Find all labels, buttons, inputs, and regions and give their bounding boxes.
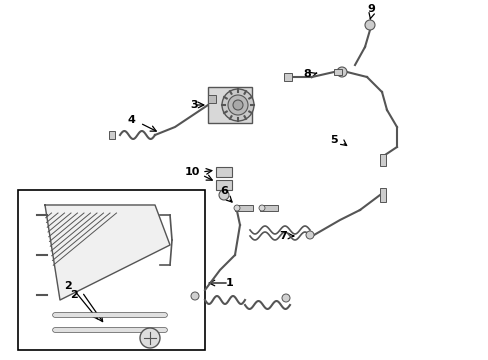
Text: 4: 4 [127,115,135,125]
Circle shape [219,190,228,200]
Bar [207,87,251,123]
Text: 2: 2 [70,290,78,300]
Bar [284,73,291,81]
Circle shape [305,231,313,239]
Bar [216,180,231,190]
Text: 2: 2 [64,281,72,291]
Circle shape [140,328,160,348]
Circle shape [282,294,289,302]
Circle shape [222,89,253,121]
Text: 1: 1 [225,278,232,288]
Bar [216,167,231,177]
Bar [207,95,216,103]
Text: 6: 6 [220,186,227,196]
Text: 9: 9 [366,4,374,14]
Text: 7: 7 [279,231,286,241]
Text: 8: 8 [303,69,310,79]
Bar [109,131,115,139]
Bar [379,154,385,166]
Circle shape [227,95,247,115]
Bar [333,69,341,75]
Circle shape [336,67,346,77]
Text: 5: 5 [330,135,337,145]
Text: 3: 3 [190,100,198,110]
Circle shape [364,20,374,30]
Circle shape [259,205,264,211]
Polygon shape [45,205,170,300]
Circle shape [234,205,240,211]
Text: 10: 10 [184,167,200,177]
Circle shape [232,100,243,110]
Bar [379,188,385,202]
Bar [260,205,278,211]
Circle shape [191,292,199,300]
Bar [18,190,204,350]
Bar [235,205,252,211]
